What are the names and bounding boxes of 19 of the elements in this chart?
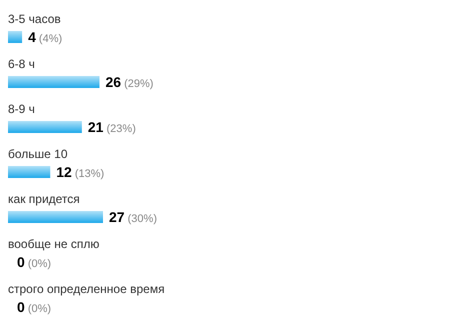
y-tick-label: 6-8 ч — [8, 57, 35, 71]
data-label: 27 (30%) — [109, 209, 157, 225]
y-tick-label: как придется — [8, 192, 80, 206]
bar — [8, 31, 22, 43]
bar — [8, 76, 100, 88]
data-label: 26 (29%) — [105, 74, 154, 90]
y-tick-label: больше 10 — [8, 147, 68, 161]
y-tick-label: 8-9 ч — [8, 102, 35, 116]
bar — [8, 121, 82, 133]
y-tick-label: вообще не сплю — [8, 237, 100, 251]
data-label: 4 (4%) — [28, 29, 62, 45]
bar — [8, 211, 103, 223]
y-tick-label: 3-5 часов — [8, 12, 61, 26]
data-label: 21 (23%) — [88, 119, 136, 135]
bar — [8, 166, 50, 178]
data-label: 0 (0%) — [17, 299, 52, 315]
data-label: 0 (0%) — [17, 254, 52, 270]
y-tick-label: строго определенное время — [8, 282, 165, 296]
data-label: 12 (13%) — [56, 164, 104, 180]
